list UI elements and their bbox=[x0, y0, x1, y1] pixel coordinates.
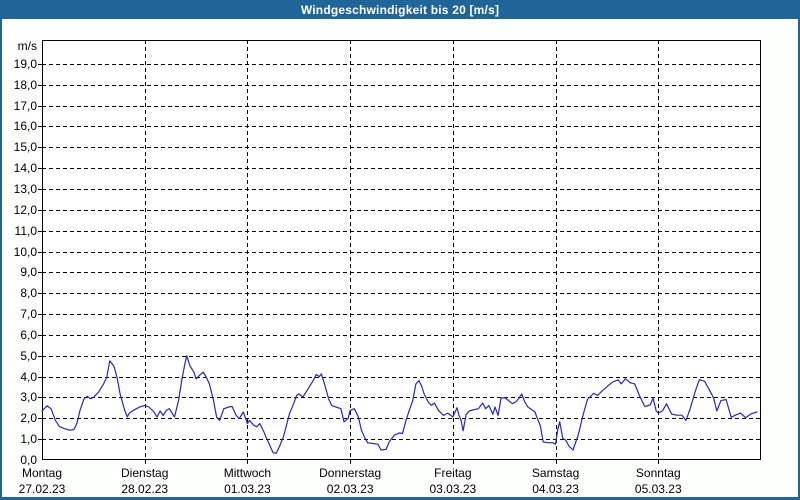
y-tick-label: 12,0 bbox=[14, 203, 38, 217]
day-name-label: Freitag bbox=[434, 466, 471, 480]
day-date-label: 28.02.23 bbox=[121, 482, 168, 496]
y-axis-unit-label: m/s bbox=[18, 39, 37, 53]
y-tick-label: 6,0 bbox=[20, 328, 37, 342]
y-tick-label: 11,0 bbox=[15, 224, 38, 238]
day-date-label: 05.03.23 bbox=[635, 482, 682, 496]
day-name-label: Sonntag bbox=[636, 466, 681, 480]
day-name-label: Mittwoch bbox=[224, 466, 271, 480]
y-tick-label: 1,0 bbox=[20, 432, 37, 446]
plot-border bbox=[42, 40, 761, 460]
y-tick-label: 0,0 bbox=[20, 453, 37, 467]
y-tick-label: 2,0 bbox=[20, 411, 37, 425]
y-tick-label: 8,0 bbox=[20, 286, 37, 300]
y-tick-label: 10,0 bbox=[14, 245, 38, 259]
day-date-label: 04.03.23 bbox=[532, 482, 579, 496]
y-tick-label: 18,0 bbox=[14, 78, 38, 92]
y-tick-label: 14,0 bbox=[14, 161, 38, 175]
chart-title: Windgeschwindigkeit bis 20 [m/s] bbox=[300, 2, 500, 17]
day-date-label: 01.03.23 bbox=[224, 482, 271, 496]
day-name-label: Montag bbox=[22, 466, 62, 480]
wind-speed-line bbox=[41, 355, 758, 454]
plot-area bbox=[42, 40, 761, 460]
y-tick-label: 5,0 bbox=[20, 349, 37, 363]
y-tick-label: 19,0 bbox=[14, 57, 38, 71]
day-date-label: 03.03.23 bbox=[429, 482, 476, 496]
x-axis-labels: Montag 27.02.23 Dienstag 28.02.23 Mittwoch 01… bbox=[19, 466, 682, 496]
gridlines bbox=[42, 40, 761, 460]
y-tick-label: 9,0 bbox=[20, 265, 37, 279]
day-name-label: Donnerstag bbox=[319, 466, 381, 480]
chart-title-bar: Windgeschwindigkeit bis 20 [m/s] bbox=[0, 0, 800, 19]
axis-ticks bbox=[38, 64, 659, 464]
y-tick-label: 7,0 bbox=[20, 307, 37, 321]
day-date-label: 27.02.23 bbox=[19, 482, 66, 496]
day-name-label: Samstag bbox=[532, 466, 579, 480]
y-tick-label: 13,0 bbox=[14, 182, 38, 196]
y-axis-labels: 0,0 1,0 2,0 3,0 4,0 5,0 6,0 7,0 8,0 9,0 10,0 11,0 12… bbox=[14, 57, 38, 467]
y-tick-label: 17,0 bbox=[14, 99, 38, 113]
y-tick-label: 3,0 bbox=[20, 390, 37, 404]
day-name-label: Dienstag bbox=[121, 466, 168, 480]
y-tick-label: 4,0 bbox=[20, 370, 37, 384]
y-tick-label: 15,0 bbox=[14, 140, 38, 154]
y-tick-label: 16,0 bbox=[14, 119, 38, 133]
day-date-label: 02.03.23 bbox=[327, 482, 374, 496]
